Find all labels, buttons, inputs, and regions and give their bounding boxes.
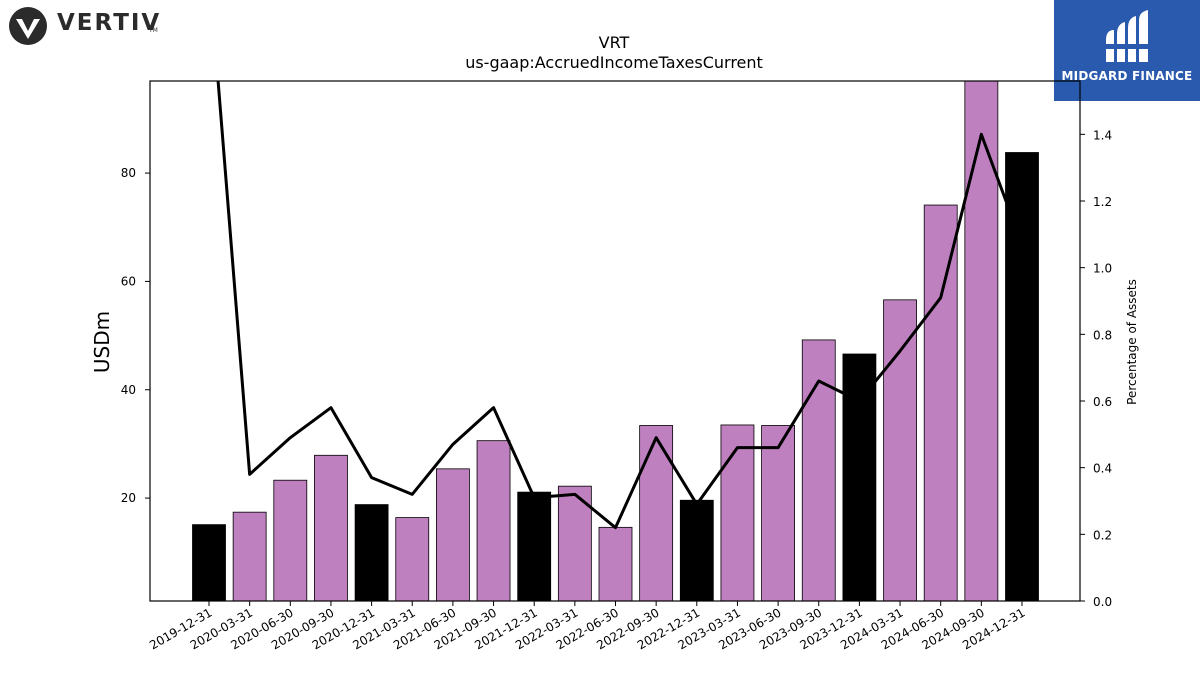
bar-2023-09-30 [801,339,836,602]
bar-2022-06-30 [598,526,633,602]
bar-2021-03-31 [395,517,430,602]
y2-tick-label: 1.4 [1093,128,1112,142]
bar-2024-12-31 [1005,152,1039,602]
bar-2019-12-31 [192,524,226,602]
bar-2024-06-30 [923,204,958,602]
y2-tick-label: 0.8 [1093,328,1112,342]
bar-2020-09-30 [314,454,348,602]
bar-2024-09-30 [964,80,999,602]
line-percentage-of-assets [216,81,1024,530]
bar-2023-06-30 [761,425,795,602]
bar-2021-06-30 [435,468,470,602]
line-layer [216,81,1024,530]
bars-layer [192,80,1039,602]
y-tick-label: 20 [121,491,136,505]
bar-2024-03-31 [883,299,917,602]
bar-2022-09-30 [639,425,674,602]
y2-tick-label: 0.2 [1093,528,1112,542]
midgard-brand-text: MIDGARD FINANCE [1061,69,1193,83]
chart-subtitle: us-gaap:AccruedIncomeTaxesCurrent [465,53,763,72]
bar-2020-03-31 [232,511,267,602]
bar-2023-03-31 [720,424,755,602]
y2-tick-label: 0.4 [1093,462,1112,476]
bar-2023-12-31 [842,353,877,602]
y2-tick-label: 1.0 [1093,262,1112,276]
y2-tick-label: 0.6 [1093,395,1112,409]
y-axis-label: USDm [90,311,114,373]
bar-2021-12-31 [517,491,552,602]
vertiv-logo [8,6,168,46]
bar-2022-12-31 [679,499,714,602]
y2-axis-label: Percentage of Assets [1125,279,1139,405]
midgard-mark-icon [1104,10,1150,62]
midgard-finance-logo: MIDGARD FINANCE [1054,0,1200,101]
bar-2020-06-30 [273,479,308,602]
y-tick-label: 80 [121,166,136,180]
vertiv-brand-text: VERTIV [57,10,162,36]
y2-tick-label: 1.2 [1093,195,1112,209]
chart-title: VRT [599,33,630,52]
y-tick-label: 40 [121,383,136,397]
y2-tick-label: 0.0 [1093,595,1112,609]
vertiv-mark-icon [9,7,47,45]
bar-2020-12-31 [354,504,389,602]
vertiv-trademark: TM [149,27,158,34]
y-tick-label: 60 [121,274,136,288]
bar-2021-09-30 [476,440,511,602]
